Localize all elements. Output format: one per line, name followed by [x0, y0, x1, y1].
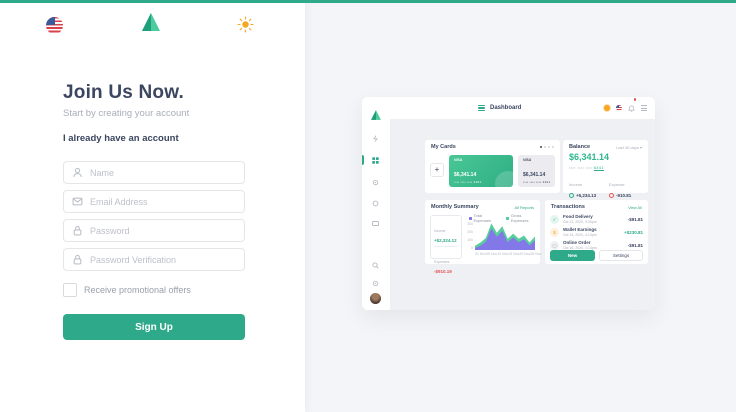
balance-amount: $6,341.14 [569, 152, 610, 162]
chart-x-axis: 01 Nov 05 Nov 10 Nov 15 Nov 20 Nov 25 Nov [475, 252, 542, 256]
monthly-summary-panel: Monthly Summary All Reports Income +$2,3… [425, 200, 542, 274]
signup-form: Join Us Now. Start by creating your acco… [63, 82, 245, 340]
card-number-masked: •••• •••• •••• 4321 [523, 180, 551, 184]
online-order-icon: ▢ [550, 240, 559, 250]
transaction-row: ▢ Online Order Oct 16, 2020, 1:14pm -$91… [550, 239, 643, 251]
password-verification-field [63, 248, 245, 271]
my-cards-title: My Cards [431, 144, 456, 150]
card-amount: $6,341.14 [454, 172, 477, 178]
income-icon [569, 193, 574, 198]
visa-logo: VISA [523, 158, 532, 162]
summary-stat-box: Income +$2,324.12 Expenses -$910.19 [430, 215, 462, 274]
envelope-icon [72, 197, 83, 206]
gear-icon [372, 179, 379, 186]
promo-offers-checkbox[interactable] [63, 283, 77, 297]
transaction-row: $ Wallet Earnings Oct 14, 2020, 4:13pm +… [550, 226, 643, 238]
promo-offers-row: Receive promotional offers [63, 283, 245, 297]
income-block: Income +5,234.13 [569, 182, 597, 198]
expense-icon [609, 193, 614, 198]
brand-triangle-logo [140, 11, 162, 38]
password-field [63, 219, 245, 242]
reports-circle-icon [372, 200, 379, 207]
login-link[interactable]: I already have an account [63, 133, 179, 144]
chart-y-axis: 300 200 100 0 [467, 222, 473, 250]
sign-up-button[interactable]: Sign Up [63, 314, 245, 340]
activity-icon [373, 135, 378, 142]
us-flag-icon[interactable] [46, 17, 63, 34]
page-title: Join Us Now. [63, 82, 184, 103]
search-icon [372, 262, 379, 269]
active-nav-indicator [362, 155, 364, 165]
view-all-link: View All [628, 205, 642, 210]
bell-icon [628, 98, 636, 117]
legend-purple-swatch [469, 216, 472, 220]
wallet-card-icon [372, 221, 379, 226]
food-delivery-icon: ✓ [550, 214, 559, 224]
mini-flag-icon [616, 105, 622, 111]
name-field [63, 161, 245, 184]
password-verification-input[interactable] [64, 249, 244, 270]
promo-offers-label: Receive promotional offers [84, 285, 191, 295]
balance-range-dropdown: Last 30 days ▾ [616, 145, 642, 150]
preview-triangle-logo [370, 108, 382, 126]
person-icon [73, 167, 82, 178]
visa-logo: VISA [454, 158, 463, 162]
mini-menu-icon [641, 105, 647, 111]
lock-icon [73, 225, 82, 236]
chart-legend: Total Expenses Gross Expenses [469, 213, 540, 223]
dashboard-preview-card: Dashboard [362, 97, 655, 310]
earnings-dollar-icon: $ [550, 227, 559, 237]
monthly-summary-title: Monthly Summary [431, 204, 479, 210]
sun-icon[interactable] [237, 16, 254, 33]
password-input[interactable] [64, 220, 244, 241]
transaction-row: ✓ Food Delivery Oct 12, 2020, 3:30pm -$9… [550, 213, 643, 225]
bank-card-green: VISA $6,341.14 •••• •••• •••• 4321 [449, 155, 513, 187]
card-number-masked: •••• •••• •••• 4321 [454, 180, 482, 184]
email-input[interactable] [64, 191, 244, 212]
settings-gear-icon [372, 280, 379, 287]
preview-main: Dashboard [390, 97, 655, 310]
hamburger-icon [478, 104, 485, 112]
card-amount: $6,341.14 [523, 172, 546, 178]
preview-settings-button: Settings [599, 250, 643, 261]
legend-green-swatch [506, 216, 510, 220]
preview-page-title: Dashboard [490, 105, 522, 111]
preview-panel: Dashboard [305, 0, 736, 412]
cards-pagination [540, 146, 554, 148]
preview-primary-button: New [550, 250, 595, 261]
mini-sun-icon [604, 105, 610, 111]
dashboard-grid-icon [372, 157, 379, 164]
my-cards-panel: My Cards + VISA $6,341.14 •••• •••• ••••… [425, 140, 560, 193]
balance-title: Balance [569, 144, 591, 150]
bank-card-gray: VISA $6,341.14 •••• •••• •••• 4321 [518, 155, 555, 187]
all-reports-link: All Reports [514, 205, 534, 210]
user-avatar [370, 293, 381, 304]
signup-panel: Join Us Now. Start by creating your acco… [0, 0, 305, 412]
email-field [63, 190, 245, 213]
notification-dot [633, 98, 636, 101]
balance-masked-number: •••• •••• •••• 6341 [569, 165, 604, 171]
balance-panel: Balance Last 30 days ▾ $6,341.14 •••• ••… [563, 140, 648, 198]
add-card-button: + [430, 163, 444, 177]
preview-sidebar [362, 97, 391, 310]
lock-icon [73, 254, 82, 265]
summary-area-chart [475, 223, 535, 250]
preview-topbar: Dashboard [390, 97, 655, 119]
page-subtitle: Start by creating your account [63, 108, 190, 119]
top-accent-bar [0, 0, 736, 3]
name-input[interactable] [64, 162, 244, 183]
expense-block: Expense -910.81 [609, 182, 632, 198]
transactions-title: Transactions [551, 204, 585, 210]
transactions-panel: Transactions View All ✓ Food Delivery Oc… [545, 200, 648, 264]
